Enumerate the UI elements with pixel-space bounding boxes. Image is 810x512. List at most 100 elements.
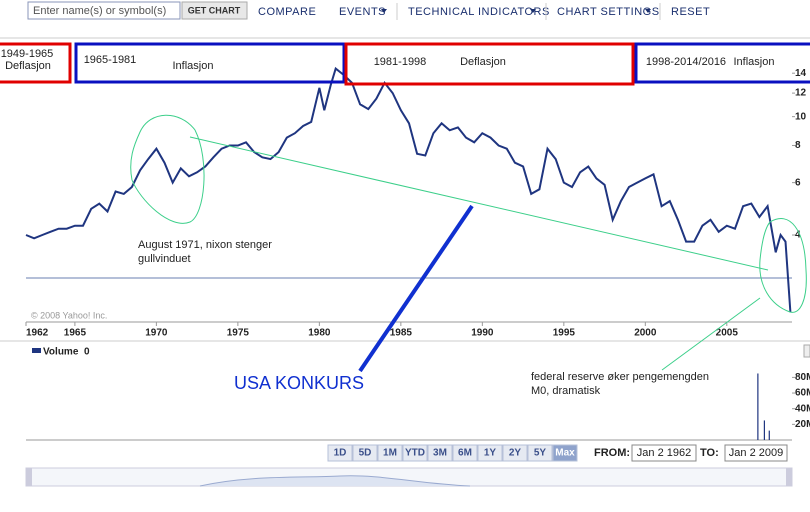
legend-swatch: [32, 348, 41, 353]
x-tick-label: 1980: [308, 328, 331, 339]
range-button[interactable]: [402, 444, 428, 462]
to-date: Jan 2 2009: [729, 447, 783, 459]
from-date: Jan 2 1962: [637, 447, 691, 459]
range-button[interactable]: [452, 444, 478, 462]
period-box: [0, 42, 72, 84]
annotation: gullvinduet: [138, 253, 191, 265]
collapse-button[interactable]: [803, 344, 810, 358]
scroll-handle[interactable]: [26, 468, 32, 486]
range-button[interactable]: [552, 444, 578, 462]
y-tick-label: 80M: [795, 372, 810, 383]
y-tick-label: 60M: [795, 388, 810, 399]
menu-item[interactable]: TECHNICAL INDICATORS: [408, 6, 550, 18]
period-label: Deflasjon: [5, 60, 51, 72]
menu-item[interactable]: RESET: [671, 6, 710, 18]
y-tick-label: 10: [795, 111, 807, 122]
period-box: [74, 42, 346, 84]
range-button[interactable]: [352, 444, 378, 462]
trend-line: [189, 136, 769, 271]
period-box: [634, 42, 810, 84]
highlight-oval: [130, 114, 205, 224]
range-buttons: 1D 5D 1M YTD 3M 6M 1Y 2Y 5Y Max: [327, 444, 578, 462]
range-label: 3M: [433, 448, 447, 459]
x-tick-label: 1975: [227, 328, 250, 339]
menu-item[interactable]: EVENTS: [339, 6, 386, 18]
to-input[interactable]: [724, 444, 788, 462]
range-button[interactable]: [327, 444, 353, 462]
y-tick-label: 12: [795, 88, 807, 99]
range-label: 2Y: [509, 448, 522, 459]
x-tick-label: 1995: [553, 328, 576, 339]
search-input[interactable]: [27, 1, 181, 20]
annotation: M0, dramatisk: [531, 385, 601, 397]
price-line: [25, 66, 792, 313]
range-label: 1Y: [484, 448, 497, 459]
volume-chart: 20M 40M 60M 80M Volume 0: [32, 347, 810, 440]
get-chart-label: GET CHART: [188, 5, 241, 15]
y-tick-label: 40M: [795, 403, 810, 414]
volume-bar: [763, 420, 765, 440]
x-tick-label: 1985: [390, 328, 413, 339]
range-button[interactable]: [477, 444, 503, 462]
annotation: USA KONKURS: [234, 373, 364, 393]
range-label: 6M: [458, 448, 472, 459]
x-tick-label: 1970: [145, 328, 168, 339]
y-tick-label: 14: [795, 68, 807, 79]
x-tick-label: 2000: [634, 328, 657, 339]
x-tick-label: 1990: [471, 328, 494, 339]
range-label: 1M: [383, 448, 397, 459]
from-label: FROM:: [594, 447, 630, 459]
range-button[interactable]: [377, 444, 403, 462]
y-tick-label: 4: [795, 230, 801, 241]
period-years: 1965-1981: [84, 54, 137, 66]
from-input[interactable]: [631, 444, 697, 462]
pointer-line: [661, 297, 761, 371]
x-tick-label: 2005: [716, 328, 739, 339]
period-years: 1981-1998: [374, 56, 427, 68]
price-chart: 4 6 8 10 12 14 1962 1965 1970 1975 1980 1985 1990 199…: [25, 66, 807, 339]
range-label: 5D: [359, 448, 372, 459]
menu-item[interactable]: COMPARE: [258, 6, 316, 18]
x-tick-label: 1962: [26, 328, 49, 339]
y-tick-label: 6: [795, 177, 801, 188]
period-box: [344, 42, 635, 86]
volume-bar: [757, 373, 759, 440]
period-label: Inflasjon: [173, 60, 214, 72]
period-label: Inflasjon: [734, 56, 775, 68]
pointer-line: [358, 204, 474, 373]
menu: COMPARE EVENTS TECHNICAL INDICATORS CHART S…: [258, 6, 710, 18]
dropdown-arrow: [645, 9, 651, 13]
highlight-oval: [759, 218, 807, 313]
dropdown-arrow: [381, 9, 387, 13]
range-button[interactable]: [527, 444, 553, 462]
period-years: 1998-2014/2016: [646, 56, 726, 68]
range-label: 5Y: [534, 448, 547, 459]
range-label: Max: [555, 448, 575, 459]
legend-value: 0: [84, 347, 90, 358]
annotation: federal reserve øker pengemengden: [531, 371, 709, 383]
range-label: YTD: [405, 448, 425, 459]
period-years: 1949-1965: [1, 48, 54, 60]
to-label: TO:: [700, 447, 719, 459]
scroll-preview: [199, 475, 471, 487]
range-label: 1D: [334, 448, 347, 459]
range-button[interactable]: [427, 444, 453, 462]
copyright: © 2008 Yahoo! Inc.: [31, 310, 107, 320]
get-chart-button[interactable]: [181, 1, 248, 20]
annotation: August 1971, nixon stenger: [138, 239, 272, 251]
y-tick-label: 8: [795, 140, 801, 151]
search-placeholder: Enter name(s) or symbol(s): [33, 5, 166, 17]
period-label: Deflasjon: [460, 56, 506, 68]
dropdown-arrow: [530, 9, 536, 13]
legend-label: Volume: [43, 347, 79, 358]
scroll-handle[interactable]: [786, 468, 792, 486]
volume-bar: [768, 430, 770, 440]
annotations: August 1971, nixon stenger gullvinduet USA…: [138, 239, 709, 397]
menu-item[interactable]: CHART SETTINGS: [557, 6, 660, 18]
x-tick-label: 1965: [64, 328, 87, 339]
range-button[interactable]: [502, 444, 528, 462]
y-tick-label: 20M: [795, 419, 810, 430]
